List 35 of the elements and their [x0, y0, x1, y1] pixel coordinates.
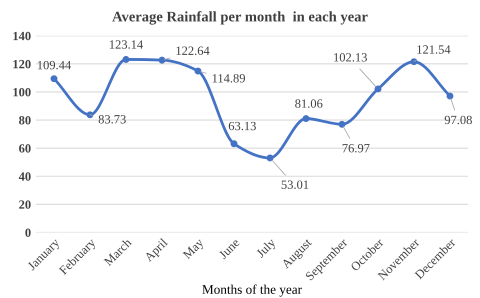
data-label: 76.97: [342, 144, 370, 152]
point: [338, 120, 346, 128]
point: [266, 154, 274, 162]
y-tick-label: 140: [13, 32, 31, 40]
x-tick-label: July: [255, 237, 278, 260]
point: [374, 85, 382, 92]
data-label: 63.13: [228, 122, 256, 130]
point: [446, 92, 454, 100]
data-label: 97.08: [444, 116, 472, 124]
point: [122, 56, 130, 63]
y-tick-label: 0: [25, 228, 31, 237]
y-tick-label: 80: [19, 116, 31, 125]
data-label: 109.44: [38, 60, 71, 70]
data-label: 83.73: [98, 115, 126, 124]
point: [158, 56, 166, 64]
data-label: 123.14: [110, 40, 143, 49]
data-label: 122.64: [176, 46, 210, 55]
chart-title: Average Rainfall per month in each year: [112, 11, 368, 25]
data-label: 114.89: [212, 74, 245, 83]
data-label: 53.01: [282, 180, 308, 189]
point: [50, 75, 58, 82]
y-tick-label: 20: [19, 200, 31, 209]
y-tick-label: 60: [19, 144, 31, 153]
x-tick-label: May: [182, 238, 206, 262]
data-label: 81.06: [295, 99, 322, 108]
y-tick-label: 100: [13, 88, 31, 96]
data-label: 102.13: [334, 53, 367, 62]
x-axis-title: Months of the year: [202, 284, 302, 297]
data-label: 121.54: [417, 45, 450, 54]
y-tick-label: 120: [13, 60, 31, 68]
point: [230, 140, 238, 148]
point: [302, 115, 310, 122]
y-tick-label: 40: [18, 172, 31, 181]
point: [194, 68, 202, 75]
x-tick-label: June: [218, 238, 240, 260]
